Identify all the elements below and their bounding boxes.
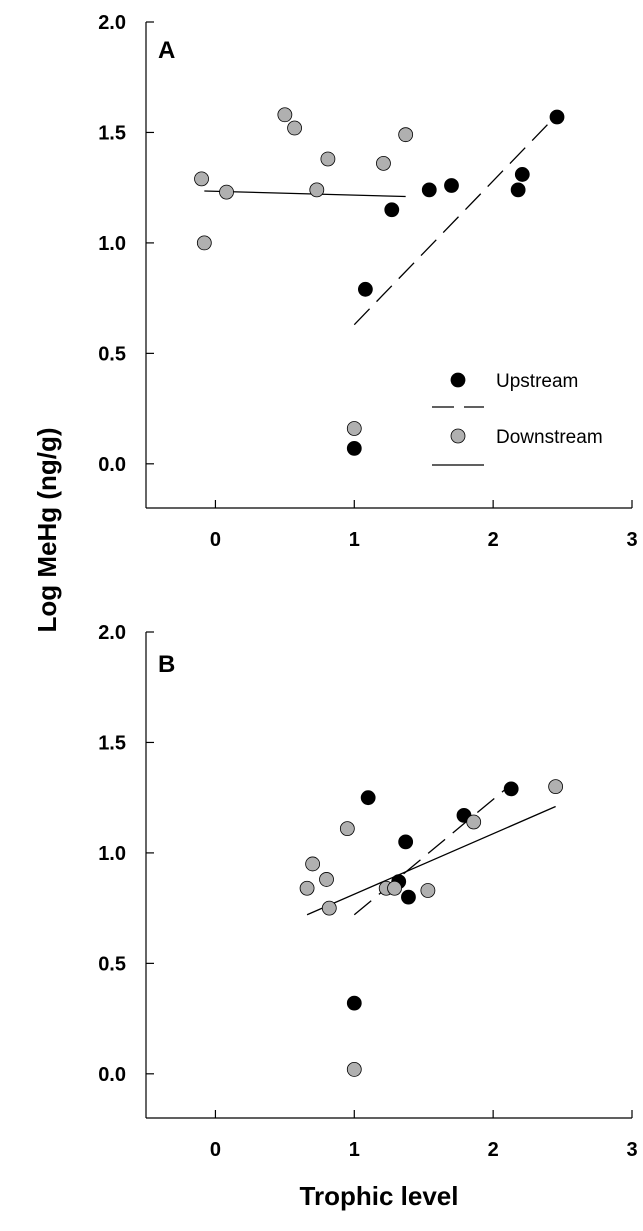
upstream-point <box>346 440 362 456</box>
upstream-point <box>346 995 362 1011</box>
downstream-point <box>305 856 321 872</box>
x-tick-label: 3 <box>626 1139 637 1161</box>
x-tick-label: 0 <box>210 529 221 551</box>
upstream-point <box>503 781 519 797</box>
legend-upstream-marker <box>450 372 466 388</box>
x-tick-label: 2 <box>488 529 499 551</box>
upstream-point <box>384 202 400 218</box>
downstream-point <box>319 872 334 887</box>
downstream-point <box>287 120 302 136</box>
y-tick-label: 0.5 <box>98 953 126 975</box>
downstream-point <box>420 883 436 898</box>
upstream-point <box>398 834 414 850</box>
downstream-point <box>309 182 325 198</box>
x-tick-label: 3 <box>626 529 637 551</box>
y-axis-title: Log MeHg (ng/g) <box>32 427 62 632</box>
downstream-point <box>219 184 234 200</box>
downstream-point <box>277 107 293 123</box>
upstream-point <box>444 178 459 193</box>
y-tick-label: 0.0 <box>98 454 126 476</box>
legend-downstream-marker <box>450 428 466 444</box>
upstream-point <box>510 182 526 198</box>
downstream-point <box>398 127 414 143</box>
downstream-fit-line <box>306 805 556 916</box>
panel-a: 0.0 0.5 1.0 1.5 2.0 0 1 2 3 A Upstream Downstream <box>98 12 637 551</box>
panel-label: B <box>158 651 175 678</box>
downstream-point <box>387 880 402 896</box>
x-axis-title: Trophic level <box>300 1181 459 1211</box>
x-tick-label: 1 <box>349 1139 360 1161</box>
upstream-point <box>421 182 437 198</box>
panel-b: 0.0 0.5 1.0 1.5 2.0 0 1 2 3 B <box>98 622 637 1161</box>
legend-downstream-label: Downstream <box>496 427 603 448</box>
upstream-point <box>357 281 373 297</box>
y-tick-label: 1.5 <box>98 732 126 754</box>
x-tick-label: 1 <box>349 529 360 551</box>
y-tick-label: 1.5 <box>98 122 126 144</box>
downstream-point <box>548 779 564 795</box>
downstream-point <box>321 900 337 916</box>
y-tick-label: 0.5 <box>98 343 126 365</box>
y-tick-label: 2.0 <box>98 12 126 34</box>
upstream-point <box>401 889 416 905</box>
upstream-fit-line <box>353 783 512 916</box>
y-tick-label: 1.0 <box>98 233 126 255</box>
x-tick-label: 2 <box>488 1139 499 1161</box>
downstream-point <box>376 155 391 171</box>
downstream-point <box>194 171 209 187</box>
downstream-point <box>339 821 355 837</box>
upstream-point <box>360 790 376 806</box>
downstream-point <box>346 1062 362 1077</box>
downstream-fit-line <box>204 190 406 198</box>
upstream-fit-line <box>353 114 558 326</box>
legend-upstream-label: Upstream <box>496 371 578 392</box>
panel-label: A <box>158 37 175 64</box>
downstream-point <box>346 421 362 436</box>
upstream-point <box>514 167 530 182</box>
downstream-point <box>196 235 212 251</box>
upstream-point <box>549 109 565 125</box>
y-tick-label: 1.0 <box>98 843 126 865</box>
y-tick-label: 2.0 <box>98 622 126 644</box>
downstream-point <box>466 814 482 830</box>
downstream-point <box>299 880 315 896</box>
x-tick-label: 0 <box>210 1139 221 1161</box>
y-tick-label: 0.0 <box>98 1064 126 1086</box>
downstream-point <box>320 151 336 167</box>
